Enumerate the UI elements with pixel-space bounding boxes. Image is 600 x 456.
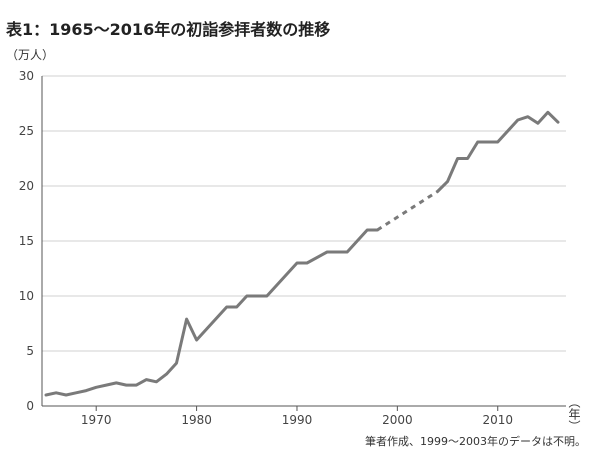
y-axis-unit: （万人） (6, 48, 55, 62)
y-tick-label-25: 25 (19, 124, 34, 138)
y-tick-label-0: 0 (26, 399, 34, 413)
series-line-0 (44, 228, 379, 397)
series-line-1-dashed (376, 190, 439, 232)
x-tick-label-1970: 1970 (81, 413, 112, 427)
y-tick-label-15: 15 (19, 234, 34, 248)
series-line-2 (436, 110, 560, 193)
y-tick-label-10: 10 (19, 289, 34, 303)
x-tick-label-2000: 2000 (382, 413, 413, 427)
x-tick-label-1980: 1980 (181, 413, 212, 427)
x-axis-unit: （年） (567, 396, 581, 432)
x-tick-label-1990: 1990 (282, 413, 313, 427)
y-tick-label-5: 5 (26, 344, 34, 358)
chart-title: 表1：1965～2016年の初詣参拝者数の推移 (6, 20, 331, 39)
y-tick-label-20: 20 (19, 179, 34, 193)
source-note: 筆者作成、1999～2003年のデータは不明。 (365, 435, 586, 448)
x-tick-label-2010: 2010 (482, 413, 513, 427)
y-tick-label-30: 30 (19, 69, 34, 83)
